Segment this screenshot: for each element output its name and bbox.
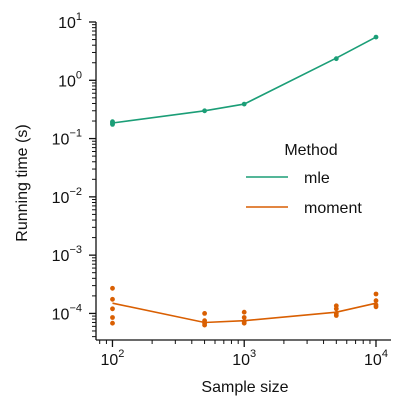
series-line-mle [112,36,377,124]
data-point-moment [373,291,379,297]
x-tick-label-base: 10 [101,352,119,369]
y-tick-label-exponent: −1 [69,128,82,140]
y-tick-label: 101 [58,11,82,32]
data-point-moment [110,320,115,326]
y-tick-label: 10−4 [52,302,82,323]
data-point-moment [241,320,247,326]
y-tick-label: 10−2 [52,186,82,207]
data-point-mle [373,34,379,40]
x-tick-label: 102 [101,348,125,369]
y-tick-label-base: 10 [52,132,70,149]
data-point-moment [241,315,247,320]
y-tick-label: 10−3 [52,244,82,265]
data-point-moment [333,306,339,312]
data-point-moment [241,309,247,315]
x-tick-label-exponent: 4 [382,348,388,360]
y-tick-label-base: 10 [58,15,76,32]
y-tick-label-base: 10 [52,306,70,323]
legend-label-mle: mle [304,170,330,187]
y-tick-label-base: 10 [58,73,76,90]
x-tick-label-base: 10 [364,352,382,369]
y-tick-label-base: 10 [52,248,70,265]
y-tick-label-base: 10 [52,190,70,207]
data-point-moment [373,298,379,304]
y-axis-title: Running time (s) [14,124,31,241]
data-point-mle [333,56,339,62]
data-point-moment [202,322,208,328]
x-tick-label-exponent: 2 [118,348,124,360]
y-tick-label-exponent: 1 [76,11,82,23]
y-tick-label-exponent: −4 [69,302,82,314]
legend: Method mle moment [246,142,362,217]
data-point-moment [110,296,115,302]
x-tick-label: 103 [232,348,256,369]
x-axis-title: Sample size [201,379,288,396]
data-point-moment [202,311,208,316]
data-point-moment [110,315,115,320]
legend-title: Method [284,142,337,159]
y-tick-label: 10−1 [52,128,82,149]
data-point-moment [373,304,379,310]
x-tick-label: 104 [364,348,388,369]
data-point-moment [110,306,115,312]
data-point-moment [110,285,115,291]
legend-label-moment: moment [304,200,362,217]
x-tick-label-exponent: 3 [250,348,256,360]
y-tick-label-exponent: 0 [76,69,82,81]
y-tick-label-exponent: −2 [69,186,82,198]
data-point-mle [241,101,247,107]
y-tick-label: 100 [58,69,82,90]
data-point-moment [333,313,339,318]
chart-marks [110,34,379,328]
y-tick-label-exponent: −3 [69,244,82,256]
data-point-mle [110,119,115,125]
data-point-mle [202,108,208,114]
x-tick-label-base: 10 [232,352,250,369]
